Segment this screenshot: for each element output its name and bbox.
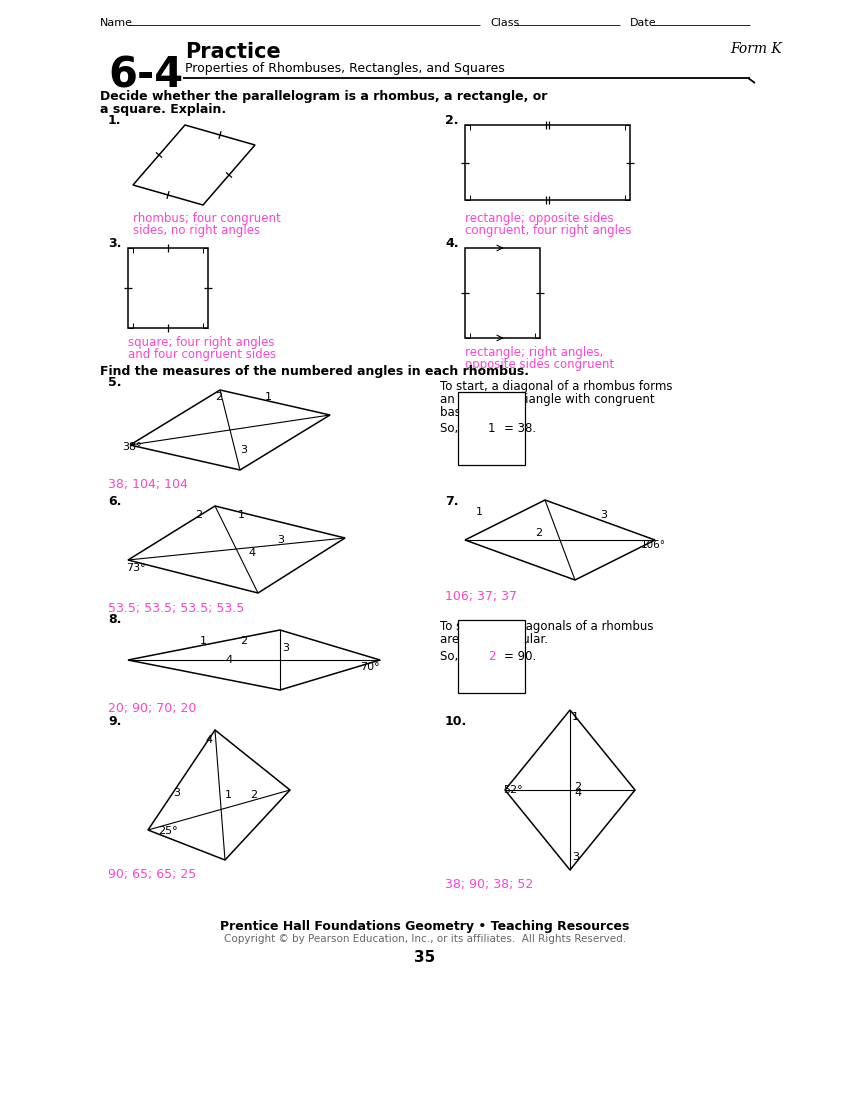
Bar [128,248,208,328]
Text: Form K: Form K [730,42,782,56]
Text: 2: 2 [488,650,496,663]
Text: So, m∠: So, m∠ [440,650,484,663]
Text: rectangle; right angles,: rectangle; right angles, [465,346,604,359]
Text: Name: Name [100,18,133,28]
Text: and four congruent sides: and four congruent sides [128,348,276,361]
Text: Copyright © by Pearson Education, Inc., or its affiliates.  All Rights Reserved.: Copyright © by Pearson Education, Inc., … [224,934,626,944]
Text: 3: 3 [282,644,289,653]
Text: 4: 4 [205,735,212,745]
Text: 52°: 52° [503,785,523,795]
Text: 1: 1 [572,712,579,722]
Text: 90; 65; 65; 25: 90; 65; 65; 25 [108,868,196,881]
Text: 1: 1 [265,392,272,402]
Text: 38°: 38° [122,442,142,452]
Text: Properties of Rhombuses, Rectangles, and Squares: Properties of Rhombuses, Rectangles, and… [185,62,505,75]
Text: Prentice Hall Foundations Geometry • Teaching Resources: Prentice Hall Foundations Geometry • Tea… [220,920,630,933]
Text: 4: 4 [225,654,232,666]
Text: 35: 35 [414,950,435,965]
Text: 2: 2 [250,790,257,800]
Text: 38; 104; 104: 38; 104; 104 [108,478,188,491]
Text: So, m∠: So, m∠ [440,422,484,435]
Text: 3: 3 [572,852,579,862]
Text: 1: 1 [200,636,207,646]
Text: 10.: 10. [445,715,468,728]
Text: opposite sides congruent: opposite sides congruent [465,358,614,371]
Text: 3.: 3. [108,236,122,250]
Text: rhombus; four congruent: rhombus; four congruent [133,212,280,226]
Text: square; four right angles: square; four right angles [128,336,275,349]
Text: 3: 3 [277,535,284,544]
Text: 3: 3 [600,510,607,520]
Text: 38; 90; 38; 52: 38; 90; 38; 52 [445,878,533,891]
Text: 70°: 70° [360,662,380,672]
Bar [465,125,630,200]
Text: To start, the diagonals of a rhombus: To start, the diagonals of a rhombus [440,620,654,632]
Text: sides, no right angles: sides, no right angles [133,224,260,236]
Text: 2: 2 [240,636,247,646]
Text: 5.: 5. [108,376,122,389]
Text: congruent, four right angles: congruent, four right angles [465,224,632,236]
Text: 4: 4 [248,548,255,558]
Text: To start, a diagonal of a rhombus forms: To start, a diagonal of a rhombus forms [440,379,672,393]
Text: rectangle; opposite sides: rectangle; opposite sides [465,212,614,226]
Text: Decide whether the parallelogram is a rhombus, a rectangle, or: Decide whether the parallelogram is a rh… [100,90,547,103]
Text: 1: 1 [238,510,245,520]
Text: 53.5; 53.5; 53.5; 53.5: 53.5; 53.5; 53.5; 53.5 [108,602,244,615]
Text: a square. Explain.: a square. Explain. [100,103,226,116]
Text: Class: Class [490,18,519,28]
Text: Date: Date [630,18,656,28]
Text: 3: 3 [240,446,247,455]
Text: 4.: 4. [445,236,458,250]
Text: are perpendicular.: are perpendicular. [440,632,548,646]
Text: 2.: 2. [445,114,458,126]
Text: 1.: 1. [108,114,122,126]
Text: 20; 90; 70; 20: 20; 90; 70; 20 [108,702,196,715]
Text: 1: 1 [476,507,483,517]
Bar [465,248,540,338]
Text: = 38.: = 38. [504,422,536,435]
Text: 7.: 7. [445,495,458,508]
Text: 4: 4 [574,788,581,798]
Text: 2: 2 [535,528,542,538]
Text: 106°: 106° [641,540,666,550]
Text: 25°: 25° [158,826,178,836]
Text: 6-4: 6-4 [108,55,183,97]
Text: 2: 2 [195,510,202,520]
Text: 8.: 8. [108,613,122,626]
Text: Practice: Practice [185,42,280,62]
Text: 2: 2 [574,782,581,792]
Text: = 90.: = 90. [504,650,536,663]
Text: 2: 2 [215,392,222,402]
Text: 6.: 6. [108,495,122,508]
Text: 106; 37; 37: 106; 37; 37 [445,590,517,603]
Text: base angles.: base angles. [440,406,514,419]
Text: an isosceles triangle with congruent: an isosceles triangle with congruent [440,393,654,406]
Text: 3: 3 [173,788,180,798]
Text: 9.: 9. [108,715,122,728]
Text: 1: 1 [488,422,496,435]
Text: 1: 1 [225,790,232,800]
Text: Find the measures of the numbered angles in each rhombus.: Find the measures of the numbered angles… [100,365,529,378]
Text: 73°: 73° [126,563,145,573]
